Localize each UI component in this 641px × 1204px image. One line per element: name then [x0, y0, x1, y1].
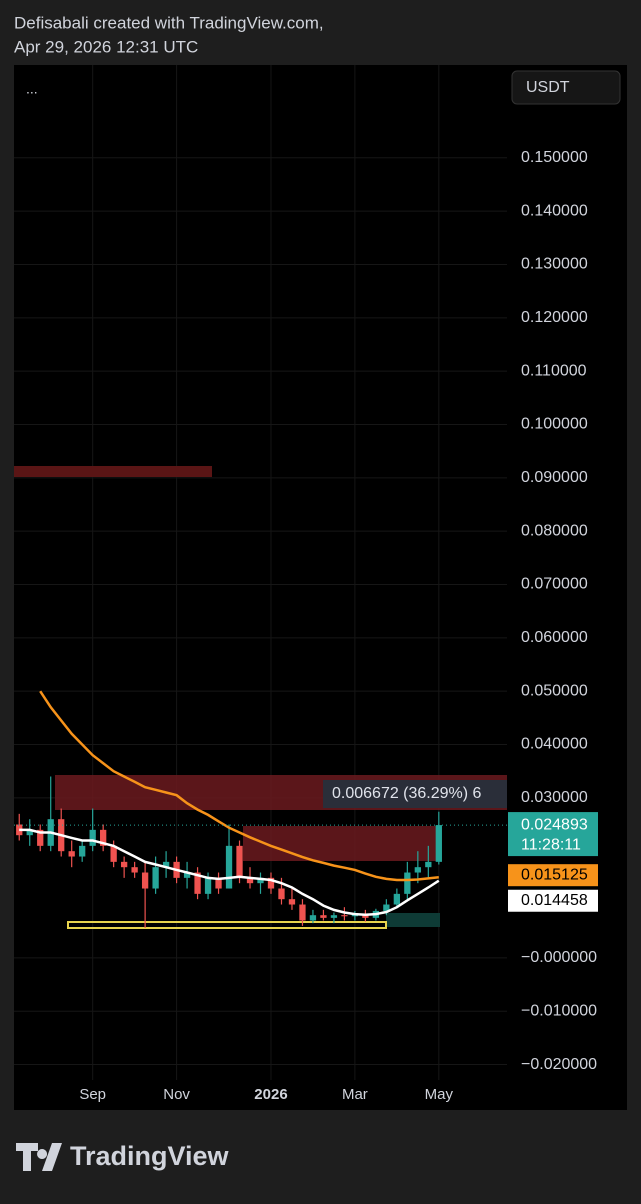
price-tag-label: 0.024893: [521, 816, 588, 833]
x-tick-label: 2026: [254, 1086, 287, 1103]
candle-body: [425, 861, 432, 868]
candle-body: [225, 845, 233, 889]
grid: [14, 65, 507, 1080]
candle-body: [278, 888, 285, 900]
logo: [16, 1143, 62, 1171]
candle-body: [435, 825, 442, 862]
candle-body: [341, 915, 348, 917]
x-tick-label: Sep: [79, 1086, 106, 1103]
candle-body: [246, 877, 254, 884]
y-tick-label: 0.050000: [521, 682, 588, 699]
candle-body: [131, 867, 138, 873]
brand: TradingView: [70, 1141, 230, 1171]
zone: [386, 913, 440, 927]
candle-body: [330, 915, 338, 918]
date-line: Apr 29, 2026 12:31 UTC: [14, 37, 198, 56]
candle-body: [100, 829, 107, 846]
candle-body: [362, 914, 369, 918]
axis: 0.150000 0.140000 0.130000 0.120000 0.110000…: [14, 149, 598, 1103]
candle-body: [37, 829, 44, 846]
y-tick-label: 0.060000: [521, 629, 588, 646]
measure-label: 0.006672 (36.29%) 6: [332, 785, 482, 802]
candle-body: [288, 899, 296, 905]
candle-body: [68, 851, 75, 857]
currency[interactable]: USDT: [526, 79, 570, 96]
author-line: Defisabali created with TradingView.com,: [14, 13, 324, 32]
candle-body: [194, 872, 201, 894]
candle-body: [152, 867, 159, 889]
ma-tag: [508, 864, 598, 887]
candle-body: [110, 845, 117, 862]
x-tick-label: May: [425, 1086, 454, 1103]
y-tick-label: 0.070000: [521, 576, 588, 593]
x-tick-label: Nov: [163, 1086, 190, 1103]
moving-average: [19, 828, 440, 916]
chart-panel: [14, 65, 627, 1110]
y-tick-label: 0.150000: [521, 149, 588, 166]
candle-body: [26, 829, 33, 836]
price-tag: [508, 812, 598, 857]
y-tick-label: 0.130000: [521, 256, 588, 273]
candle-body: [236, 845, 243, 878]
candle-body: [162, 861, 170, 868]
y-tick-label: 0.100000: [521, 416, 588, 433]
candle-body: [404, 872, 411, 894]
moving-average: [39, 690, 439, 882]
candle-body: [393, 893, 401, 905]
candle-body: [299, 904, 306, 921]
candle-body: [183, 872, 191, 878]
x-tick-label: Mar: [342, 1086, 368, 1103]
measure-box: [323, 780, 507, 808]
y-tick-label: 0.090000: [521, 469, 588, 486]
menu[interactable]: ...: [26, 81, 38, 97]
candle-body: [79, 845, 86, 857]
countdown: 11:28:11: [521, 836, 581, 853]
marks: [16, 690, 442, 928]
candle-body: [257, 877, 264, 884]
y-tick-label: −0.020000: [521, 1056, 597, 1073]
ma-tag: [508, 889, 598, 912]
candle-body: [89, 829, 96, 846]
candle-body: [309, 915, 317, 921]
candle-body: [267, 877, 275, 889]
zone: [14, 466, 212, 477]
y-tick-label: 0.140000: [521, 202, 588, 219]
y-tick-label: −0.010000: [521, 1002, 597, 1019]
candle-body: [204, 877, 212, 894]
ma-tag-label: 0.014458: [521, 892, 588, 909]
y-tick-label: 0.030000: [521, 789, 588, 806]
y-tick-label: 0.040000: [521, 736, 588, 753]
candle-body: [320, 915, 327, 918]
currency-button[interactable]: [511, 70, 621, 105]
candle-body: [414, 867, 421, 873]
zone: [243, 826, 438, 861]
zone: [67, 921, 387, 929]
candle-body: [120, 861, 128, 868]
ma-tag-label: 0.015125: [521, 866, 588, 883]
y-tick-label: −0.000000: [521, 949, 597, 966]
candle-body: [383, 904, 390, 911]
y-tick-label: 0.120000: [521, 309, 588, 326]
y-tick-label: 0.110000: [521, 362, 587, 379]
y-tick-label: 0.080000: [521, 522, 588, 539]
candle-body: [141, 872, 149, 889]
candle-body: [215, 877, 222, 889]
